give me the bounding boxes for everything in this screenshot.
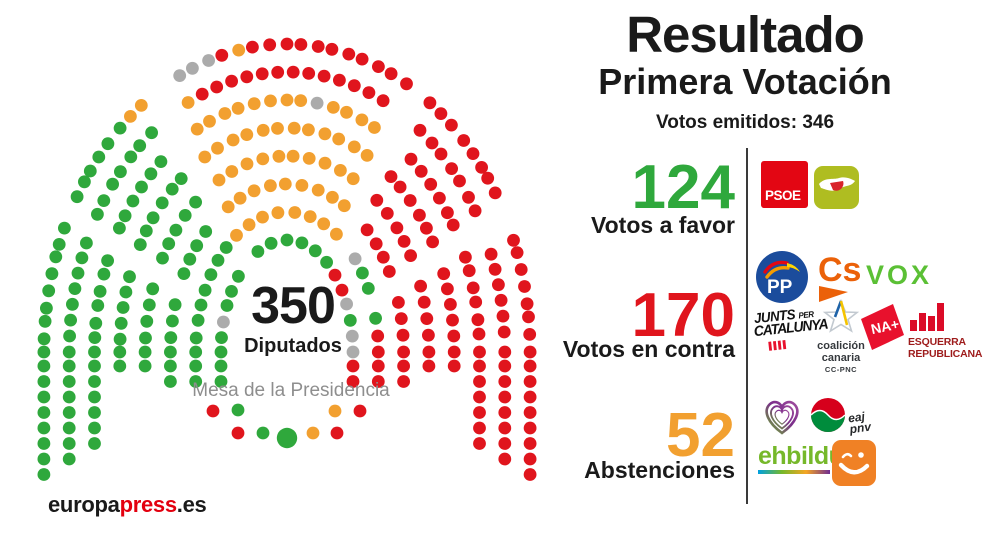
page-subtitle: Primera Votación (598, 61, 892, 103)
ehbildu-logo-text: ehbildu (758, 442, 844, 470)
eaj-pnv-logo: eaj pnv (809, 396, 872, 437)
cc-logo-text: coalición canaria (817, 340, 865, 365)
total-seats: 350 Diputados (220, 280, 366, 356)
erc-logo-text: ESQUERRA REPUBLICANA (908, 336, 983, 361)
junts-bars-icon (768, 336, 818, 351)
podemos-heart-logo (765, 400, 799, 435)
hemicycle-seat-map (37, 37, 537, 481)
abstentions-count: 52 (666, 401, 735, 470)
junts-logo: JUNTS PER CATALUNYA (752, 305, 828, 352)
coalicion-canaria-logo: coalición canaria CC-PNC (812, 298, 870, 374)
total-seats-number: 350 (251, 277, 336, 335)
vox-logo: VOX (866, 260, 933, 290)
abstentions-label: Abstenciones (584, 457, 735, 483)
esquerra-republicana-logo: ESQUERRA REPUBLICANA (908, 300, 990, 360)
mesa-label: Mesa de la Presidencia (192, 380, 390, 401)
page-title: Resultado (626, 6, 865, 63)
pnv-circle-icon (810, 398, 846, 432)
total-seats-label: Diputados (244, 335, 342, 357)
brand-europa: europa (48, 492, 120, 517)
header: Resultado Primera Votación Votos emitido… (565, 6, 925, 134)
pnv-logo-text: eaj pnv (847, 408, 872, 437)
brand-domain: .es (176, 492, 207, 517)
prc-logo (814, 166, 859, 209)
erc-bars-icon (910, 303, 944, 331)
ehbildu-underline (758, 470, 830, 474)
favor-label: Votos a favor (591, 212, 735, 238)
votes-cast: Votos emitidos: 346 (655, 111, 835, 133)
brand-press: press (119, 492, 178, 517)
pp-logo-text: PP (767, 277, 793, 298)
eh-bildu-logo: ehbildu (758, 442, 844, 474)
contra-label: Votos en contra (562, 336, 735, 362)
brand-logo: europapress.es (48, 492, 207, 518)
navarra-suma-logo: NA+ (861, 304, 904, 350)
psoe-logo: PSOE (761, 161, 808, 208)
vertical-divider (746, 148, 748, 504)
compromis-smiley-logo (832, 440, 876, 486)
psoe-logo-text: PSOE (765, 188, 801, 203)
cc-star-icon (822, 298, 860, 333)
na-logo-text: NA+ (869, 316, 900, 338)
pp-logo: PP (756, 251, 808, 303)
ciudadanos-logo: Cs (818, 251, 861, 302)
cs-logo-text: Cs (818, 251, 861, 289)
contra-count: 170 (631, 281, 735, 350)
favor-count: 124 (631, 153, 735, 222)
